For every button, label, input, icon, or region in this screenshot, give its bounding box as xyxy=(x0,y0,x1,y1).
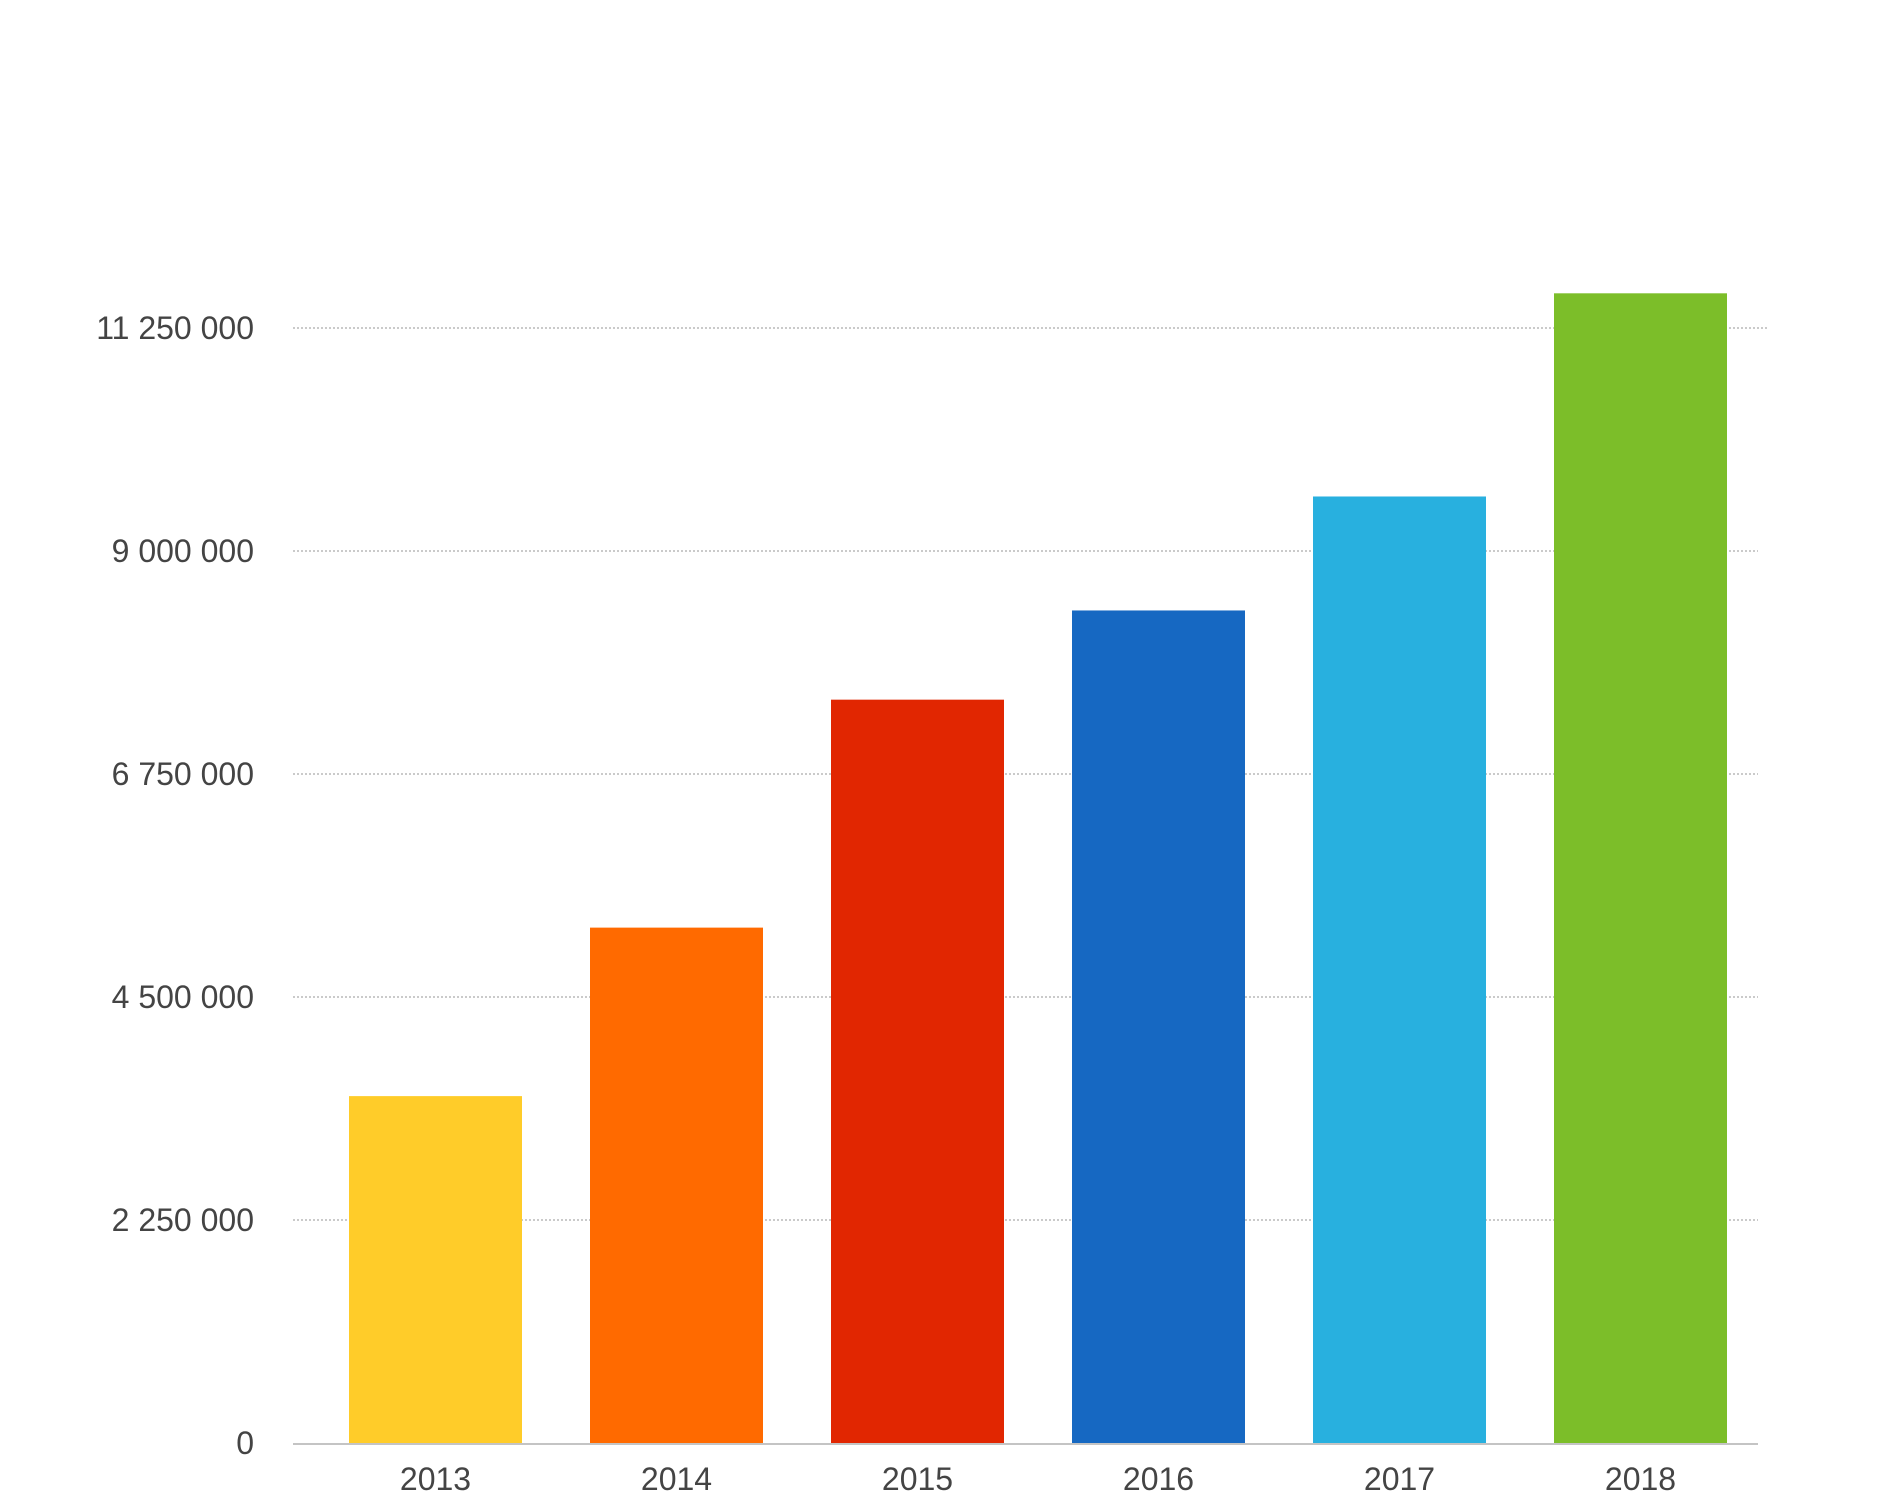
x-tick-label-2016: 2016 xyxy=(1123,1461,1194,1497)
x-tick-label-2018: 2018 xyxy=(1605,1461,1676,1497)
y-tick-label: 0 xyxy=(236,1425,254,1461)
bar-2018 xyxy=(1554,293,1727,1444)
y-tick-label: 9 000 000 xyxy=(112,533,254,569)
x-tick-label-2013: 2013 xyxy=(400,1461,471,1497)
y-tick-label: 4 500 000 xyxy=(112,979,254,1015)
y-tick-label: 11 250 000 xyxy=(96,310,254,346)
bar-2016 xyxy=(1072,610,1245,1443)
bar-2017 xyxy=(1313,496,1486,1443)
bar-2013 xyxy=(349,1096,522,1443)
bar-2015 xyxy=(831,699,1004,1443)
x-axis-tick-labels: 2013 2014 2015 2016 2017 2018 xyxy=(400,1461,1676,1497)
x-tick-label-2014: 2014 xyxy=(641,1461,712,1497)
y-axis-tick-labels: 0 2 250 000 4 500 000 6 750 000 9 000 000 11 … xyxy=(96,310,254,1461)
bar-2014 xyxy=(590,927,763,1443)
y-tick-label: 6 750 000 xyxy=(112,756,254,792)
y-tick-label: 2 250 000 xyxy=(112,1202,254,1238)
bars xyxy=(349,293,1727,1444)
x-tick-label-2015: 2015 xyxy=(882,1461,953,1497)
x-tick-label-2017: 2017 xyxy=(1364,1461,1435,1497)
grid-lines xyxy=(293,327,1768,1221)
